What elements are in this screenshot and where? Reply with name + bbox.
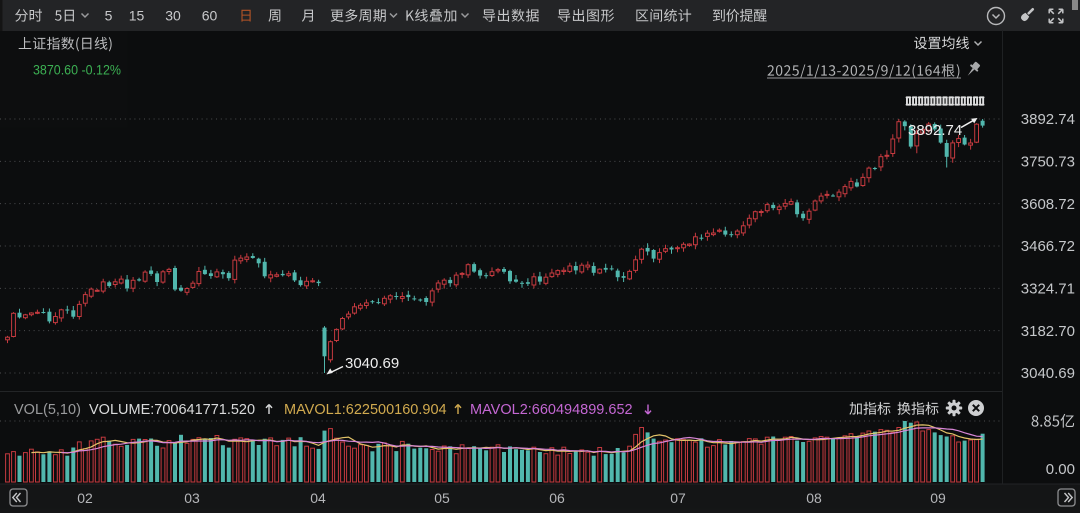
svg-text:3182.70: 3182.70 bbox=[1021, 323, 1075, 340]
svg-text:MAVOL2:660494899.652: MAVOL2:660494899.652 bbox=[470, 402, 633, 418]
svg-text:0.00: 0.00 bbox=[1046, 461, 1075, 478]
svg-text:3870.60 -0.12%: 3870.60 -0.12% bbox=[33, 63, 121, 78]
svg-text:3892.74: 3892.74 bbox=[908, 122, 962, 139]
svg-text:15: 15 bbox=[129, 7, 145, 23]
svg-text:VOL(5,10): VOL(5,10) bbox=[14, 402, 81, 418]
svg-text:3040.69: 3040.69 bbox=[1021, 365, 1075, 382]
svg-text:3892.74: 3892.74 bbox=[1021, 111, 1075, 128]
svg-text:05: 05 bbox=[434, 490, 450, 506]
svg-text:3750.73: 3750.73 bbox=[1021, 154, 1075, 171]
svg-text:07: 07 bbox=[670, 490, 686, 506]
svg-text:06: 06 bbox=[549, 490, 565, 506]
svg-text:03: 03 bbox=[184, 490, 200, 506]
svg-text:04: 04 bbox=[310, 490, 326, 506]
svg-text:3324.71: 3324.71 bbox=[1021, 281, 1075, 298]
svg-text:09: 09 bbox=[930, 490, 946, 506]
svg-text:02: 02 bbox=[77, 490, 93, 506]
svg-text:VOLUME:700641771.520: VOLUME:700641771.520 bbox=[89, 402, 255, 418]
svg-text:5: 5 bbox=[105, 7, 113, 23]
svg-text:3040.69: 3040.69 bbox=[345, 355, 399, 372]
svg-text:08: 08 bbox=[806, 490, 822, 506]
svg-text:MAVOL1:622500160.904: MAVOL1:622500160.904 bbox=[284, 402, 447, 418]
svg-text:3608.72: 3608.72 bbox=[1021, 196, 1075, 213]
svg-text:60: 60 bbox=[202, 7, 218, 23]
svg-text:30: 30 bbox=[165, 7, 181, 23]
svg-text:3466.72: 3466.72 bbox=[1021, 238, 1075, 255]
